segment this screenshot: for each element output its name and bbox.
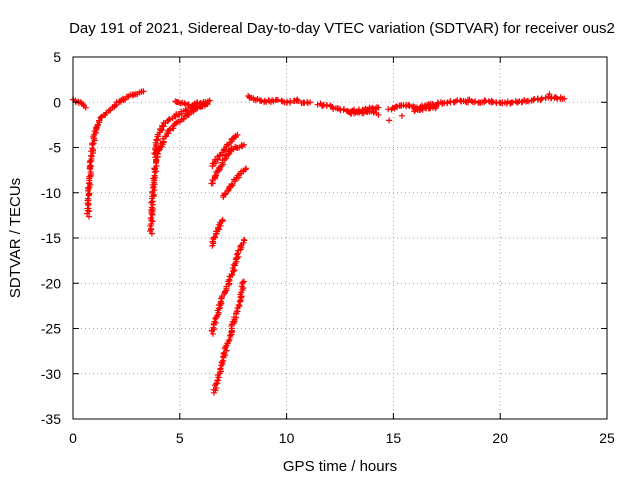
data-point-arc-2 bbox=[88, 163, 95, 170]
data-point-seg-3 bbox=[224, 188, 231, 195]
x-tick-label: 15 bbox=[386, 430, 402, 446]
data-point-isolated bbox=[546, 91, 553, 98]
data-point-arc-7 bbox=[369, 104, 376, 111]
data-point-seg-7 bbox=[225, 338, 232, 345]
chart-title: Day 191 of 2021, Sidereal Day-to-day VTE… bbox=[69, 20, 615, 37]
data-point-arc-4 bbox=[153, 136, 160, 143]
data-point-arc-6 bbox=[274, 96, 281, 103]
data-point-seg-7 bbox=[238, 289, 245, 296]
data-point-seg-6 bbox=[230, 267, 237, 274]
data-point-seg-7 bbox=[240, 278, 247, 285]
y-tick-label: -10 bbox=[41, 185, 61, 201]
data-point-seg-4 bbox=[240, 141, 247, 148]
x-tick-label: 20 bbox=[492, 430, 508, 446]
axis-ticks: 0 5 10 15 20 25 5 0 -5 -10 -15 -20 -25 -30 -35 bbox=[41, 49, 615, 446]
data-point-arc-2 bbox=[85, 195, 92, 202]
data-point-isolated bbox=[245, 92, 252, 99]
x-tick-label: 5 bbox=[176, 430, 184, 446]
data-point-arc-4 bbox=[184, 107, 191, 114]
y-tick-label: -15 bbox=[41, 230, 61, 246]
data-point-seg-3 bbox=[228, 180, 235, 187]
y-tick-label: 5 bbox=[53, 49, 61, 65]
y-tick-label: -35 bbox=[41, 411, 61, 427]
data-point-arc-5 bbox=[194, 99, 201, 106]
data-point-seg-1 bbox=[212, 160, 219, 167]
x-axis-title: GPS time / hours bbox=[283, 458, 397, 475]
data-point-arc-2 bbox=[88, 153, 95, 160]
data-point-seg-5 bbox=[212, 234, 219, 241]
data-point-seg-5 bbox=[219, 216, 226, 223]
y-tick-label: -25 bbox=[41, 321, 61, 337]
data-point-arc-10 bbox=[433, 103, 440, 110]
data-point-arc-4 bbox=[166, 115, 173, 122]
data-point-isolated bbox=[386, 117, 393, 124]
data-point-arc-7 bbox=[372, 105, 379, 112]
y-tick-label: -5 bbox=[49, 140, 62, 156]
x-tick-label: 25 bbox=[599, 430, 615, 446]
data-points bbox=[69, 88, 568, 396]
data-point-arc-6 bbox=[287, 99, 294, 106]
data-point-seg-6 bbox=[209, 330, 216, 337]
data-point-seg-7 bbox=[239, 279, 246, 286]
data-point-seg-5 bbox=[209, 238, 216, 245]
data-point-arc-3 bbox=[166, 127, 173, 134]
data-point-arc-4 bbox=[165, 116, 172, 123]
data-point-isolated bbox=[398, 112, 405, 119]
data-point-arc-7 bbox=[375, 104, 382, 111]
data-point-seg-2 bbox=[213, 169, 220, 176]
data-point-arc-3 bbox=[147, 215, 154, 222]
data-point-seg-6 bbox=[211, 318, 218, 325]
data-point-arc-6 bbox=[284, 98, 291, 105]
data-point-arc-3 bbox=[174, 119, 181, 126]
data-point-arc-3 bbox=[162, 133, 169, 140]
y-tick-label: -20 bbox=[41, 275, 61, 291]
data-point-arc-4 bbox=[182, 106, 189, 113]
data-point-arc-5 bbox=[206, 97, 213, 104]
data-point-arc-3 bbox=[149, 218, 156, 225]
data-point-seg-7 bbox=[226, 336, 233, 343]
data-point-arc-7 bbox=[314, 101, 321, 108]
x-tick-label: 0 bbox=[69, 430, 77, 446]
y-axis-title: SDTVAR / TECUs bbox=[7, 178, 24, 298]
data-point-arc-7 bbox=[355, 106, 362, 113]
data-point-arc-12 bbox=[547, 95, 554, 102]
data-point-arc-9 bbox=[457, 97, 464, 104]
data-point-isolated bbox=[375, 111, 382, 118]
data-point-seg-3 bbox=[243, 165, 250, 172]
data-point-seg-1 bbox=[216, 152, 223, 159]
data-point-arc-12 bbox=[561, 95, 568, 102]
data-point-arc-2 bbox=[111, 103, 118, 110]
data-point-seg-7 bbox=[217, 365, 224, 372]
data-point-seg-6 bbox=[234, 251, 241, 258]
y-tick-label: 0 bbox=[53, 94, 61, 110]
data-point-seg-1 bbox=[234, 131, 241, 138]
data-point-arc-1 bbox=[82, 104, 89, 111]
data-point-arc-6 bbox=[257, 96, 264, 103]
data-point-arc-2 bbox=[84, 205, 91, 212]
data-point-isolated bbox=[307, 99, 314, 106]
data-point-arc-2 bbox=[140, 88, 147, 95]
data-point-seg-6 bbox=[237, 243, 244, 250]
data-point-seg-6 bbox=[240, 236, 247, 243]
data-point-arc-9 bbox=[405, 101, 412, 108]
data-point-seg-7 bbox=[220, 350, 227, 357]
y-tick-label: -30 bbox=[41, 366, 61, 382]
data-point-arc-2 bbox=[96, 117, 103, 124]
data-point-arc-3 bbox=[160, 138, 167, 145]
data-point-seg-3 bbox=[242, 166, 249, 173]
x-tick-label: 10 bbox=[279, 430, 295, 446]
data-point-isolated bbox=[294, 96, 301, 103]
data-point-seg-7 bbox=[235, 301, 242, 308]
